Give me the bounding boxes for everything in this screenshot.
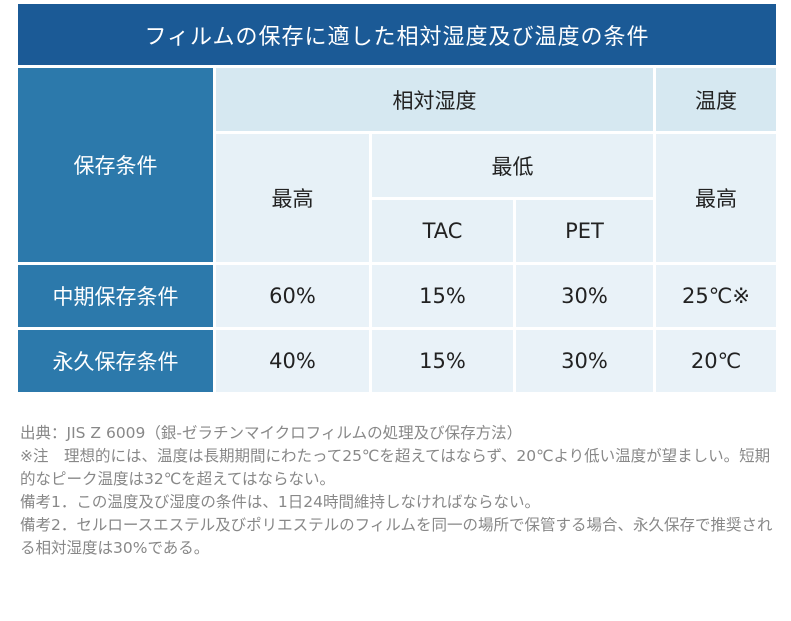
header-relative-humidity: 相対湿度 xyxy=(216,68,653,131)
cell-rh-max: 40% xyxy=(216,330,369,392)
cell-pet: 30% xyxy=(516,265,653,327)
header-rh-max: 最高 xyxy=(216,134,369,262)
table-title: フィルムの保存に適した相対湿度及び温度の条件 xyxy=(18,4,776,65)
header-pet: PET xyxy=(516,200,653,262)
header-rh-min: 最低 xyxy=(372,134,653,197)
row-label: 中期保存条件 xyxy=(18,265,213,327)
header-tac: TAC xyxy=(372,200,513,262)
row-header-label: 保存条件 xyxy=(18,68,213,262)
cell-temp: 20℃ xyxy=(656,330,776,392)
cell-tac: 15% xyxy=(372,265,513,327)
row-label: 永久保存条件 xyxy=(18,330,213,392)
cell-pet: 30% xyxy=(516,330,653,392)
header-temp-max: 最高 xyxy=(656,134,776,262)
cell-tac: 15% xyxy=(372,330,513,392)
note-asterisk: ※注 理想的には、温度は長期期間にわたって25℃を超えてはならず、20℃より低い… xyxy=(20,447,771,488)
table-notes: 出典：JIS Z 6009（銀-ゼラチンマイクロフィルムの処理及び保存方法） ※… xyxy=(20,422,780,560)
cell-rh-max: 60% xyxy=(216,265,369,327)
note-remark-1: 備考1．この温度及び湿度の条件は、1日24時間維持しなければならない。 xyxy=(20,493,540,511)
note-remark-2: 備考2．セルロースエステル及びポリエステルのフィルムを同一の場所で保管する場合、… xyxy=(20,516,773,557)
header-temperature: 温度 xyxy=(656,68,776,131)
cell-temp: 25℃※ xyxy=(656,265,776,327)
note-source: 出典：JIS Z 6009（銀-ゼラチンマイクロフィルムの処理及び保存方法） xyxy=(20,424,523,442)
